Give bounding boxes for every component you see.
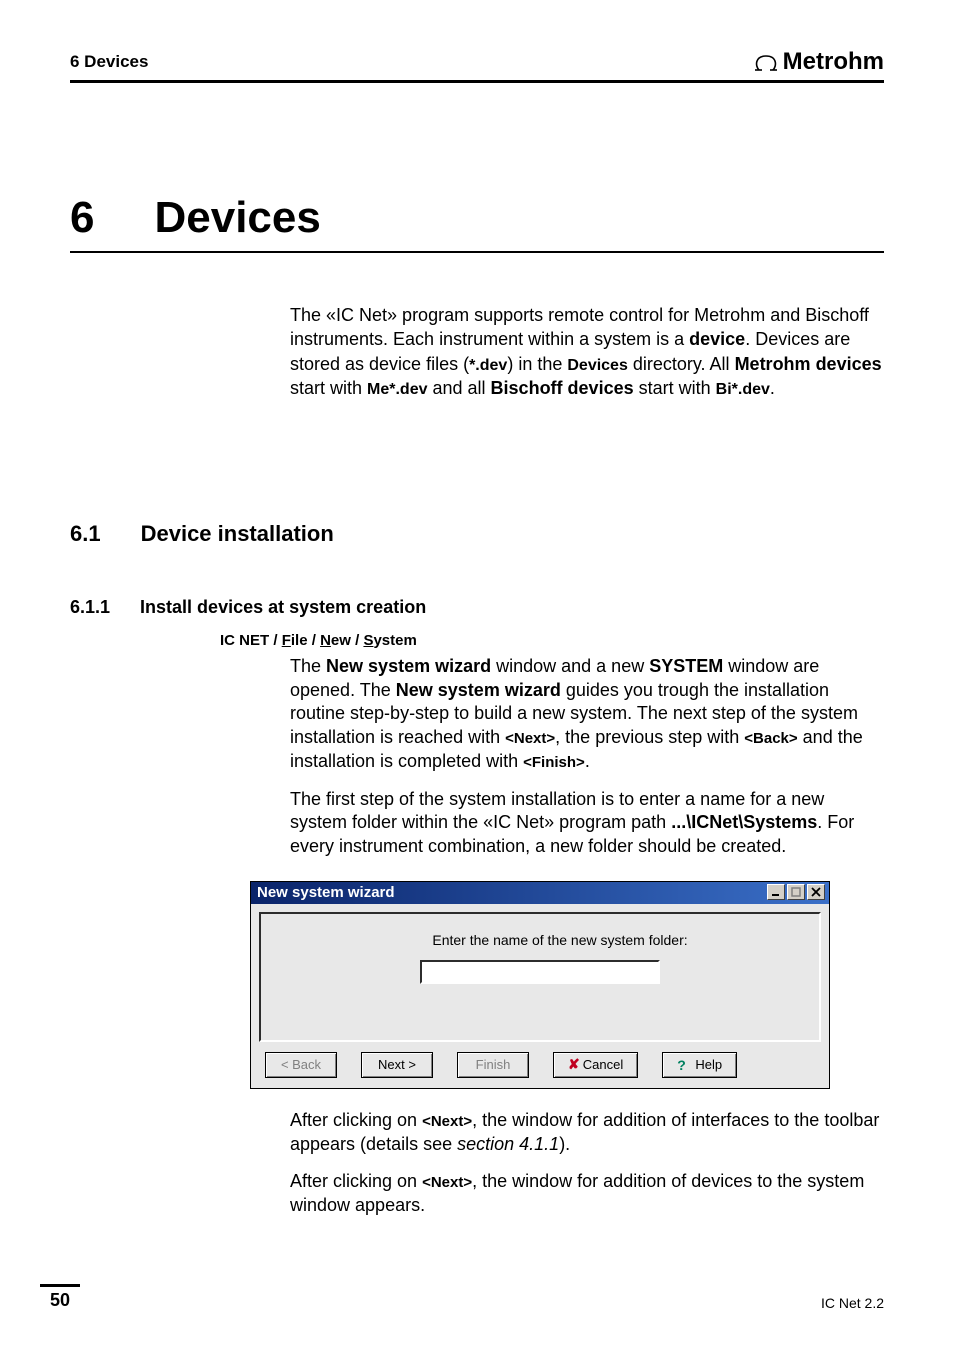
subsection-number: 6.1.1 bbox=[70, 597, 110, 618]
subsection-title: Install devices at system creation bbox=[140, 597, 426, 618]
paragraph-wizard-intro: The New system wizard window and a new S… bbox=[290, 655, 884, 774]
wizard-titlebar[interactable]: New system wizard bbox=[251, 882, 829, 904]
close-button[interactable] bbox=[807, 884, 825, 900]
wizard-content-panel: Enter the name of the new system folder: bbox=[259, 912, 821, 1042]
paragraph-first-step: The first step of the system installatio… bbox=[290, 788, 884, 859]
brand-logo: Metrohm bbox=[753, 48, 884, 76]
omega-icon bbox=[753, 52, 779, 72]
section-heading-6-1-1: 6.1.1 Install devices at system creation bbox=[70, 597, 884, 618]
next-button[interactable]: Next > bbox=[361, 1052, 433, 1078]
header-section-label: 6 Devices bbox=[70, 52, 148, 72]
page-number: 50 bbox=[40, 1284, 80, 1311]
maximize-button[interactable] bbox=[787, 884, 805, 900]
back-button[interactable]: < Back bbox=[265, 1052, 337, 1078]
new-system-wizard-window: New system wizard Enter the name of the … bbox=[250, 881, 830, 1089]
page-header: 6 Devices Metrohm bbox=[70, 48, 884, 83]
wizard-body: Enter the name of the new system folder:… bbox=[251, 904, 829, 1088]
menu-path: IC NET / File / New / System bbox=[220, 632, 884, 649]
cancel-button[interactable]: ✘Cancel bbox=[553, 1052, 638, 1078]
wizard-button-row: < Back Next > Finish ✘Cancel ? Help bbox=[259, 1052, 821, 1078]
wizard-title: New system wizard bbox=[257, 884, 395, 901]
minimize-button[interactable] bbox=[767, 884, 785, 900]
finish-button[interactable]: Finish bbox=[457, 1052, 529, 1078]
brand-text: Metrohm bbox=[783, 48, 884, 76]
page-footer: 50 IC Net 2.2 bbox=[40, 1284, 884, 1311]
chapter-heading: 6 Devices bbox=[70, 193, 884, 253]
folder-name-label: Enter the name of the new system folder: bbox=[432, 932, 687, 948]
section-heading-6-1: 6.1 Device installation bbox=[70, 521, 884, 547]
intro-paragraph: The «IC Net» program supports remote con… bbox=[290, 303, 884, 401]
chapter-number: 6 bbox=[70, 193, 94, 243]
paragraph-after-next-1: After clicking on <Next>, the window for… bbox=[290, 1109, 884, 1157]
footer-product-name: IC Net 2.2 bbox=[821, 1295, 884, 1311]
help-question-icon: ? bbox=[677, 1057, 686, 1073]
section-number: 6.1 bbox=[70, 521, 101, 547]
cancel-x-icon: ✘ bbox=[568, 1056, 580, 1073]
titlebar-buttons bbox=[767, 884, 825, 900]
folder-name-input[interactable] bbox=[420, 960, 660, 984]
section-title: Device installation bbox=[141, 521, 334, 547]
help-button[interactable]: ? Help bbox=[662, 1052, 737, 1078]
chapter-title-text: Devices bbox=[154, 193, 320, 243]
paragraph-after-next-2: After clicking on <Next>, the window for… bbox=[290, 1170, 884, 1218]
